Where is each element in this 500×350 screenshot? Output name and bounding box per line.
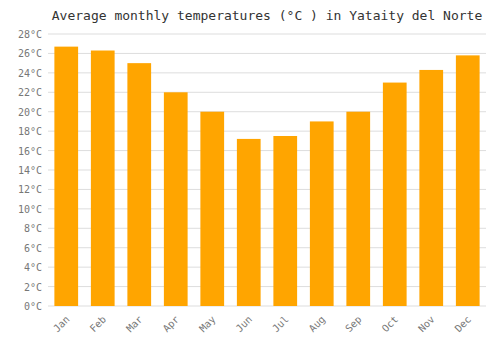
chart-container: Average monthly temperatures (°C ) in Ya… [0,0,500,350]
x-tick-label: Aug [307,314,328,335]
x-tick-label: Jul [270,314,291,335]
y-tick-label: 6°C [24,243,42,254]
grid-line [48,34,486,35]
bar [237,139,261,306]
y-tick-label: 12°C [18,184,42,195]
bars [54,47,479,306]
grid [48,34,486,306]
y-tick-label: 8°C [24,223,42,234]
y-tick-label: 26°C [18,48,42,59]
x-tick-label: Apr [161,314,182,335]
bar [164,92,188,306]
bar [419,70,443,306]
y-tick-label: 16°C [18,146,42,157]
y-tick-label: 14°C [18,165,42,176]
x-tick-label: Mar [124,314,145,335]
x-tick-label: Oct [380,314,401,335]
y-tick-label: 10°C [18,204,42,215]
y-tick-label: 20°C [18,107,42,118]
x-tick-label: Nov [416,314,437,335]
y-tick-label: 22°C [18,87,42,98]
bar [91,51,115,306]
y-tick-label: 24°C [18,68,42,79]
y-axis: 0°C 2°C 4°C 6°C 8°C 10°C 12°C 14°C 16°C 18°C 20°C 2… [18,29,42,312]
y-tick-label: 28°C [18,29,42,40]
y-tick-label: 4°C [24,262,42,273]
y-tick-label: 0°C [24,301,42,312]
bar [456,55,480,306]
bar [273,136,297,306]
x-tick-label: Jan [51,314,72,335]
x-axis: Jan Feb Mar Apr May Jun Jul Aug Sep Oct Nov Dec [51,314,473,335]
bar [54,47,78,306]
bar [127,63,151,306]
title: Average monthly temperatures (°C ) in Ya… [52,8,483,23]
x-tick-label: Feb [88,314,109,335]
x-tick-label: Dec [453,314,474,335]
chart: Average monthly temperatures (°C ) in Ya… [0,0,500,350]
bar [200,112,224,306]
x-tick-label: May [197,314,218,335]
y-tick-label: 18°C [18,126,42,137]
bar [346,112,370,306]
bar [310,121,334,306]
x-tick-label: Jun [234,314,255,335]
x-tick-label: Sep [343,314,364,335]
bar [383,83,407,306]
y-tick-label: 2°C [24,282,42,293]
